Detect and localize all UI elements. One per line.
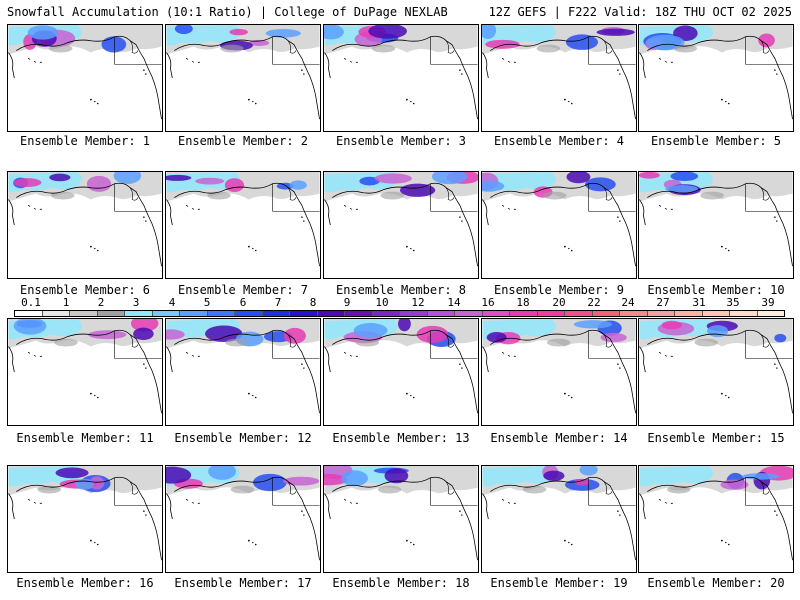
colorbar-tick-label: 7 [274,296,282,309]
ensemble-map-10 [638,171,794,279]
colorbar-tick-label: 14 [447,296,461,309]
ensemble-label-2: Ensemble Member: 2 [177,134,309,148]
ensemble-map-8 [323,171,479,279]
colorbar-segment [345,311,373,316]
ensemble-label-12: Ensemble Member: 12 [174,431,312,445]
colorbar-segment [235,311,263,316]
colorbar-segment [207,311,235,316]
ensemble-label-16: Ensemble Member: 16 [16,576,154,590]
ensemble-label-4: Ensemble Member: 4 [493,134,625,148]
model-run-label: 12Z GEFS | F222 Valid: 18Z THU OCT 02 20… [488,5,792,19]
colorbar-segment [70,311,98,316]
colorbar-tick-label: 3 [132,296,140,309]
ensemble-label-13: Ensemble Member: 13 [332,431,470,445]
ensemble-map-16 [7,465,163,573]
colorbar-tick-label: 22 [587,296,601,309]
colorbar-segment [592,311,620,316]
colorbar-tick-label: 1 [62,296,70,309]
ensemble-label-7: Ensemble Member: 7 [177,283,309,297]
colorbar-tick-label: 5 [203,296,211,309]
colorbar-tick-label: 16 [481,296,495,309]
ensemble-label-20: Ensemble Member: 20 [647,576,785,590]
colorbar-tick-label: 0.1 [21,296,41,309]
ensemble-label-6: Ensemble Member: 6 [19,283,151,297]
ensemble-label-11: Ensemble Member: 11 [16,431,154,445]
colorbar-tick-label: 6 [239,296,247,309]
colorbar-tick-label: 35 [726,296,740,309]
ensemble-map-12 [165,318,321,426]
ensemble-map-20 [638,465,794,573]
colorbar-segment [702,311,730,316]
colorbar-tick-label: 10 [375,296,389,309]
ensemble-map-15 [638,318,794,426]
colorbar-segment [647,311,675,316]
ensemble-map-11 [7,318,163,426]
ensemble-map-9 [481,171,637,279]
ensemble-map-7 [165,171,321,279]
colorbar-tick-label: 20 [552,296,566,309]
colorbar-tick-label: 2 [97,296,105,309]
colorbar-segment [427,311,455,316]
colorbar-segment [97,311,125,316]
ensemble-map-19 [481,465,637,573]
colorbar-segment [510,311,538,316]
ensemble-label-15: Ensemble Member: 15 [647,431,785,445]
colorbar-tick-label: 4 [168,296,176,309]
ensemble-map-5 [638,24,794,132]
colorbar-segment [372,311,400,316]
ensemble-label-1: Ensemble Member: 1 [19,134,151,148]
ensemble-map-4 [481,24,637,132]
colorbar-tick-label: 39 [761,296,775,309]
colorbar-segment [42,311,70,316]
ensemble-map-18 [323,465,479,573]
colorbar-segment [125,311,153,316]
ensemble-map-13 [323,318,479,426]
colorbar-tick-label: 8 [309,296,317,309]
colorbar-segment [180,311,208,316]
ensemble-map-6 [7,171,163,279]
colorbar-tick-label: 9 [343,296,351,309]
ensemble-label-17: Ensemble Member: 17 [174,576,312,590]
ensemble-label-9: Ensemble Member: 9 [493,283,625,297]
ensemble-label-19: Ensemble Member: 19 [490,576,628,590]
colorbar-segment [757,311,784,316]
colorbar-segment [152,311,180,316]
colorbar-segment [565,311,593,316]
colorbar-segment [537,311,565,316]
colorbar-segment [400,311,428,316]
colorbar-segment [482,311,510,316]
ensemble-map-14 [481,318,637,426]
snowfall-colorbar [14,310,785,317]
colorbar-segment [455,311,483,316]
colorbar-segment [730,311,758,316]
ensemble-label-8: Ensemble Member: 8 [335,283,467,297]
colorbar-segment [262,311,290,316]
colorbar-tick-label: 27 [656,296,670,309]
colorbar-tick-label: 18 [516,296,530,309]
ensemble-label-5: Ensemble Member: 5 [650,134,782,148]
colorbar-segment [15,311,43,316]
ensemble-label-3: Ensemble Member: 3 [335,134,467,148]
ensemble-map-1 [7,24,163,132]
colorbar-tick-label: 24 [621,296,635,309]
ensemble-label-14: Ensemble Member: 14 [490,431,628,445]
ensemble-map-17 [165,465,321,573]
ensemble-label-10: Ensemble Member: 10 [647,283,785,297]
colorbar-segment [620,311,648,316]
ensemble-map-3 [323,24,479,132]
colorbar-tick-label: 12 [411,296,425,309]
ensemble-label-18: Ensemble Member: 18 [332,576,470,590]
ensemble-map-2 [165,24,321,132]
chart-title: Snowfall Accumulation (10:1 Ratio) | Col… [7,5,448,19]
colorbar-segment [675,311,703,316]
colorbar-segment [290,311,318,316]
colorbar-tick-label: 31 [692,296,706,309]
colorbar-segment [317,311,345,316]
